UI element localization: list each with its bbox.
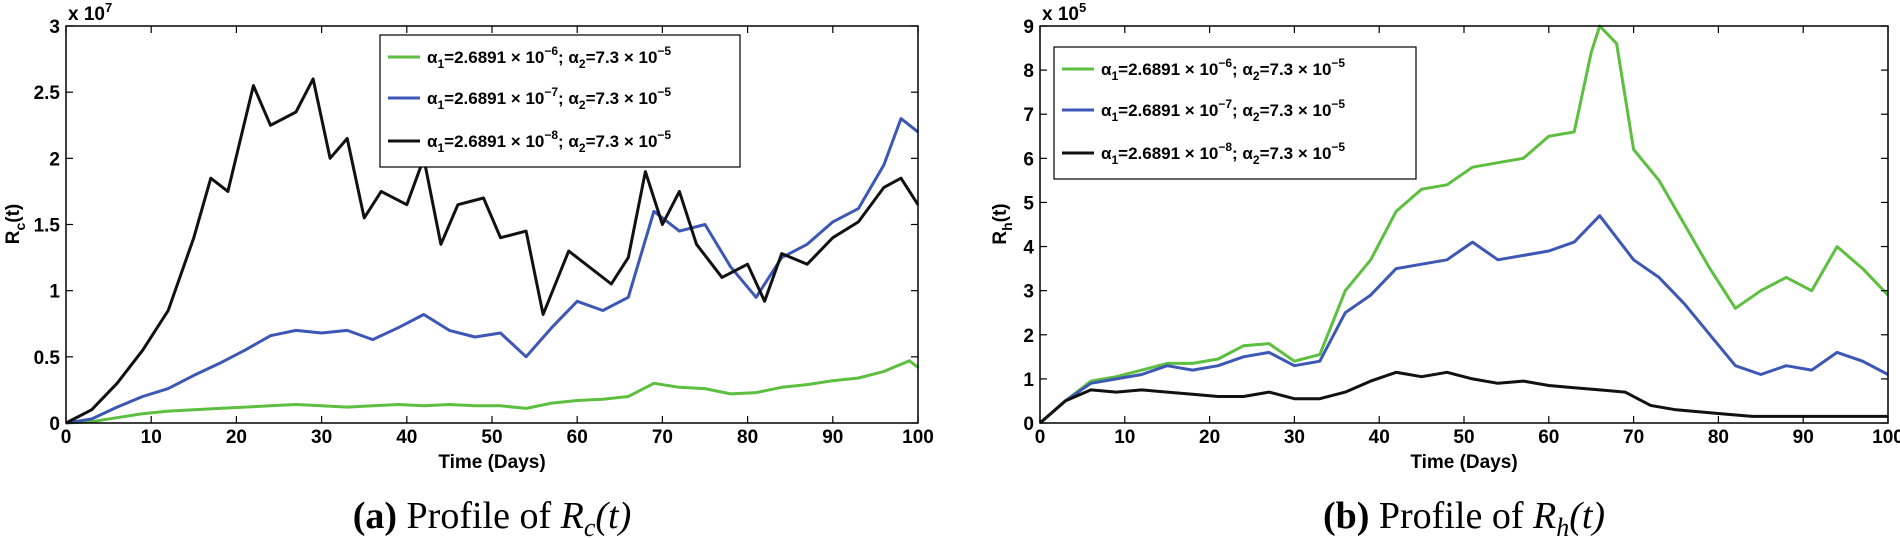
x-tick-label: 40 bbox=[396, 427, 417, 448]
panel-a-series-line-3 bbox=[65, 77, 920, 425]
panel-a-ylabel-arg: (t) bbox=[3, 204, 24, 223]
x-tick-label: 30 bbox=[1284, 427, 1305, 448]
panel-a-series bbox=[65, 77, 920, 425]
panel-b-ylabel-symbol: R bbox=[990, 231, 1011, 245]
legend-label: α1=2.6891 × 10−8; α2=7.3 × 10−5 bbox=[427, 128, 671, 155]
y-tick-label: 1.5 bbox=[34, 216, 61, 237]
panel-b-scale-text: x 10 bbox=[1042, 4, 1079, 25]
legend-entry: α1=2.6891 × 10−6; α2=7.3 × 10−5 bbox=[1062, 56, 1345, 83]
y-tick-label: 4 bbox=[1023, 238, 1034, 259]
x-tick-label: 90 bbox=[1793, 427, 1814, 448]
panel-b-ylabel-sub: h bbox=[999, 222, 1015, 231]
panel-a-caption: (a) Profile of Rc(t) bbox=[353, 495, 632, 538]
panel-b-xlabel: Time (Days) bbox=[1410, 452, 1517, 473]
x-tick-label: 80 bbox=[737, 427, 758, 448]
y-tick-label: 0 bbox=[1023, 414, 1034, 435]
legend-entry: α1=2.6891 × 10−8; α2=7.3 × 10−5 bbox=[1062, 140, 1345, 167]
y-tick-label: 5 bbox=[1023, 193, 1034, 214]
legend-label: α1=2.6891 × 10−6; α2=7.3 × 10−5 bbox=[427, 44, 671, 71]
panel-a-scale-exp: 7 bbox=[105, 0, 112, 15]
x-tick-label: 90 bbox=[822, 427, 843, 448]
panel-a: 0 10 20 30 40 50 60 70 80 90 100 0 0.5 1 1.5 2 2.5 3 x 10… bbox=[3, 0, 934, 538]
y-tick-label: 7 bbox=[1023, 105, 1034, 126]
legend-label: α1=2.6891 × 10−6; α2=7.3 × 10−5 bbox=[1101, 56, 1345, 83]
panel-a-legend-box bbox=[379, 34, 741, 168]
panel-b-series-line-2 bbox=[1039, 214, 1889, 425]
panel-a-series-line-2 bbox=[65, 117, 919, 425]
y-tick-label: 1 bbox=[49, 282, 60, 303]
x-tick-label: 50 bbox=[481, 427, 502, 448]
panel-b-series-line-1 bbox=[1039, 24, 1890, 425]
x-tick-label: 50 bbox=[1453, 427, 1474, 448]
panel-b-scale-label: x 105 bbox=[1042, 0, 1086, 25]
panel-b-ylabel-arg: (t) bbox=[990, 203, 1011, 222]
y-tick-label: 6 bbox=[1023, 149, 1034, 170]
y-tick-label: 8 bbox=[1023, 61, 1034, 82]
y-tick-label: 1 bbox=[1023, 370, 1034, 391]
panel-a-ticks: 0 10 20 30 40 50 60 70 80 90 100 0 0.5 1 1.5 2 2.5 3 bbox=[34, 17, 934, 448]
panel-a-scale-label: x 107 bbox=[68, 0, 112, 25]
panel-b-scale-exp: 5 bbox=[1079, 0, 1086, 15]
x-tick-label: 10 bbox=[1114, 427, 1135, 448]
panel-a-ylabel: Rc(t) bbox=[3, 204, 28, 245]
legend-entry: α1=2.6891 × 10−7; α2=7.3 × 10−5 bbox=[1062, 97, 1345, 124]
y-tick-label: 2 bbox=[49, 149, 60, 170]
y-tick-label: 0.5 bbox=[34, 348, 61, 369]
x-tick-label: 80 bbox=[1708, 427, 1729, 448]
panel-a-legend: α1=2.6891 × 10−6; α2=7.3 × 10−5 α1=2.689… bbox=[379, 34, 741, 168]
panel-a-scale-text: x 10 bbox=[68, 4, 105, 25]
panel-b-ylabel: Rh(t) bbox=[990, 203, 1015, 244]
y-tick-label: 2.5 bbox=[34, 83, 61, 104]
panel-b-legend-box bbox=[1053, 46, 1417, 180]
x-tick-label: 70 bbox=[652, 427, 673, 448]
panel-a-ylabel-sub: c bbox=[12, 223, 28, 231]
x-tick-label: 70 bbox=[1623, 427, 1644, 448]
panel-a-series-line-1 bbox=[65, 359, 919, 425]
x-tick-label: 0 bbox=[1035, 427, 1046, 448]
y-tick-label: 0 bbox=[49, 414, 60, 435]
x-tick-label: 20 bbox=[1199, 427, 1220, 448]
x-tick-label: 0 bbox=[61, 427, 72, 448]
x-tick-label: 100 bbox=[902, 427, 934, 448]
x-tick-label: 60 bbox=[567, 427, 588, 448]
legend-label: α1=2.6891 × 10−8; α2=7.3 × 10−5 bbox=[1101, 140, 1345, 167]
panel-b-legend: α1=2.6891 × 10−6; α2=7.3 × 10−5 α1=2.689… bbox=[1053, 46, 1417, 180]
panel-b-series bbox=[1039, 24, 1890, 425]
panel-a-xlabel: Time (Days) bbox=[438, 452, 545, 473]
panel-a-ylabel-symbol: R bbox=[3, 230, 24, 244]
x-tick-label: 30 bbox=[311, 427, 332, 448]
legend-entry: α1=2.6891 × 10−6; α2=7.3 × 10−5 bbox=[388, 44, 671, 71]
y-tick-label: 2 bbox=[1023, 326, 1034, 347]
panel-b-caption: (b) Profile of Rh(t) bbox=[1323, 495, 1605, 538]
x-tick-label: 60 bbox=[1538, 427, 1559, 448]
panel-b-series-line-3 bbox=[1039, 370, 1888, 425]
x-tick-label: 10 bbox=[141, 427, 162, 448]
legend-entry: α1=2.6891 × 10−7; α2=7.3 × 10−5 bbox=[388, 85, 671, 112]
y-tick-label: 3 bbox=[49, 17, 60, 38]
panel-b-ticks: 0 10 20 30 40 50 60 70 80 90 100 0 1 2 3 4 5 6 7 8 9 bbox=[1023, 17, 1900, 448]
x-tick-label: 20 bbox=[226, 427, 247, 448]
x-tick-label: 100 bbox=[1872, 427, 1900, 448]
legend-label: α1=2.6891 × 10−7; α2=7.3 × 10−5 bbox=[427, 85, 671, 112]
y-tick-label: 9 bbox=[1023, 17, 1034, 38]
x-tick-label: 40 bbox=[1369, 427, 1390, 448]
legend-label: α1=2.6891 × 10−7; α2=7.3 × 10−5 bbox=[1101, 97, 1345, 124]
legend-entry: α1=2.6891 × 10−8; α2=7.3 × 10−5 bbox=[388, 128, 671, 155]
y-tick-label: 3 bbox=[1023, 282, 1034, 303]
